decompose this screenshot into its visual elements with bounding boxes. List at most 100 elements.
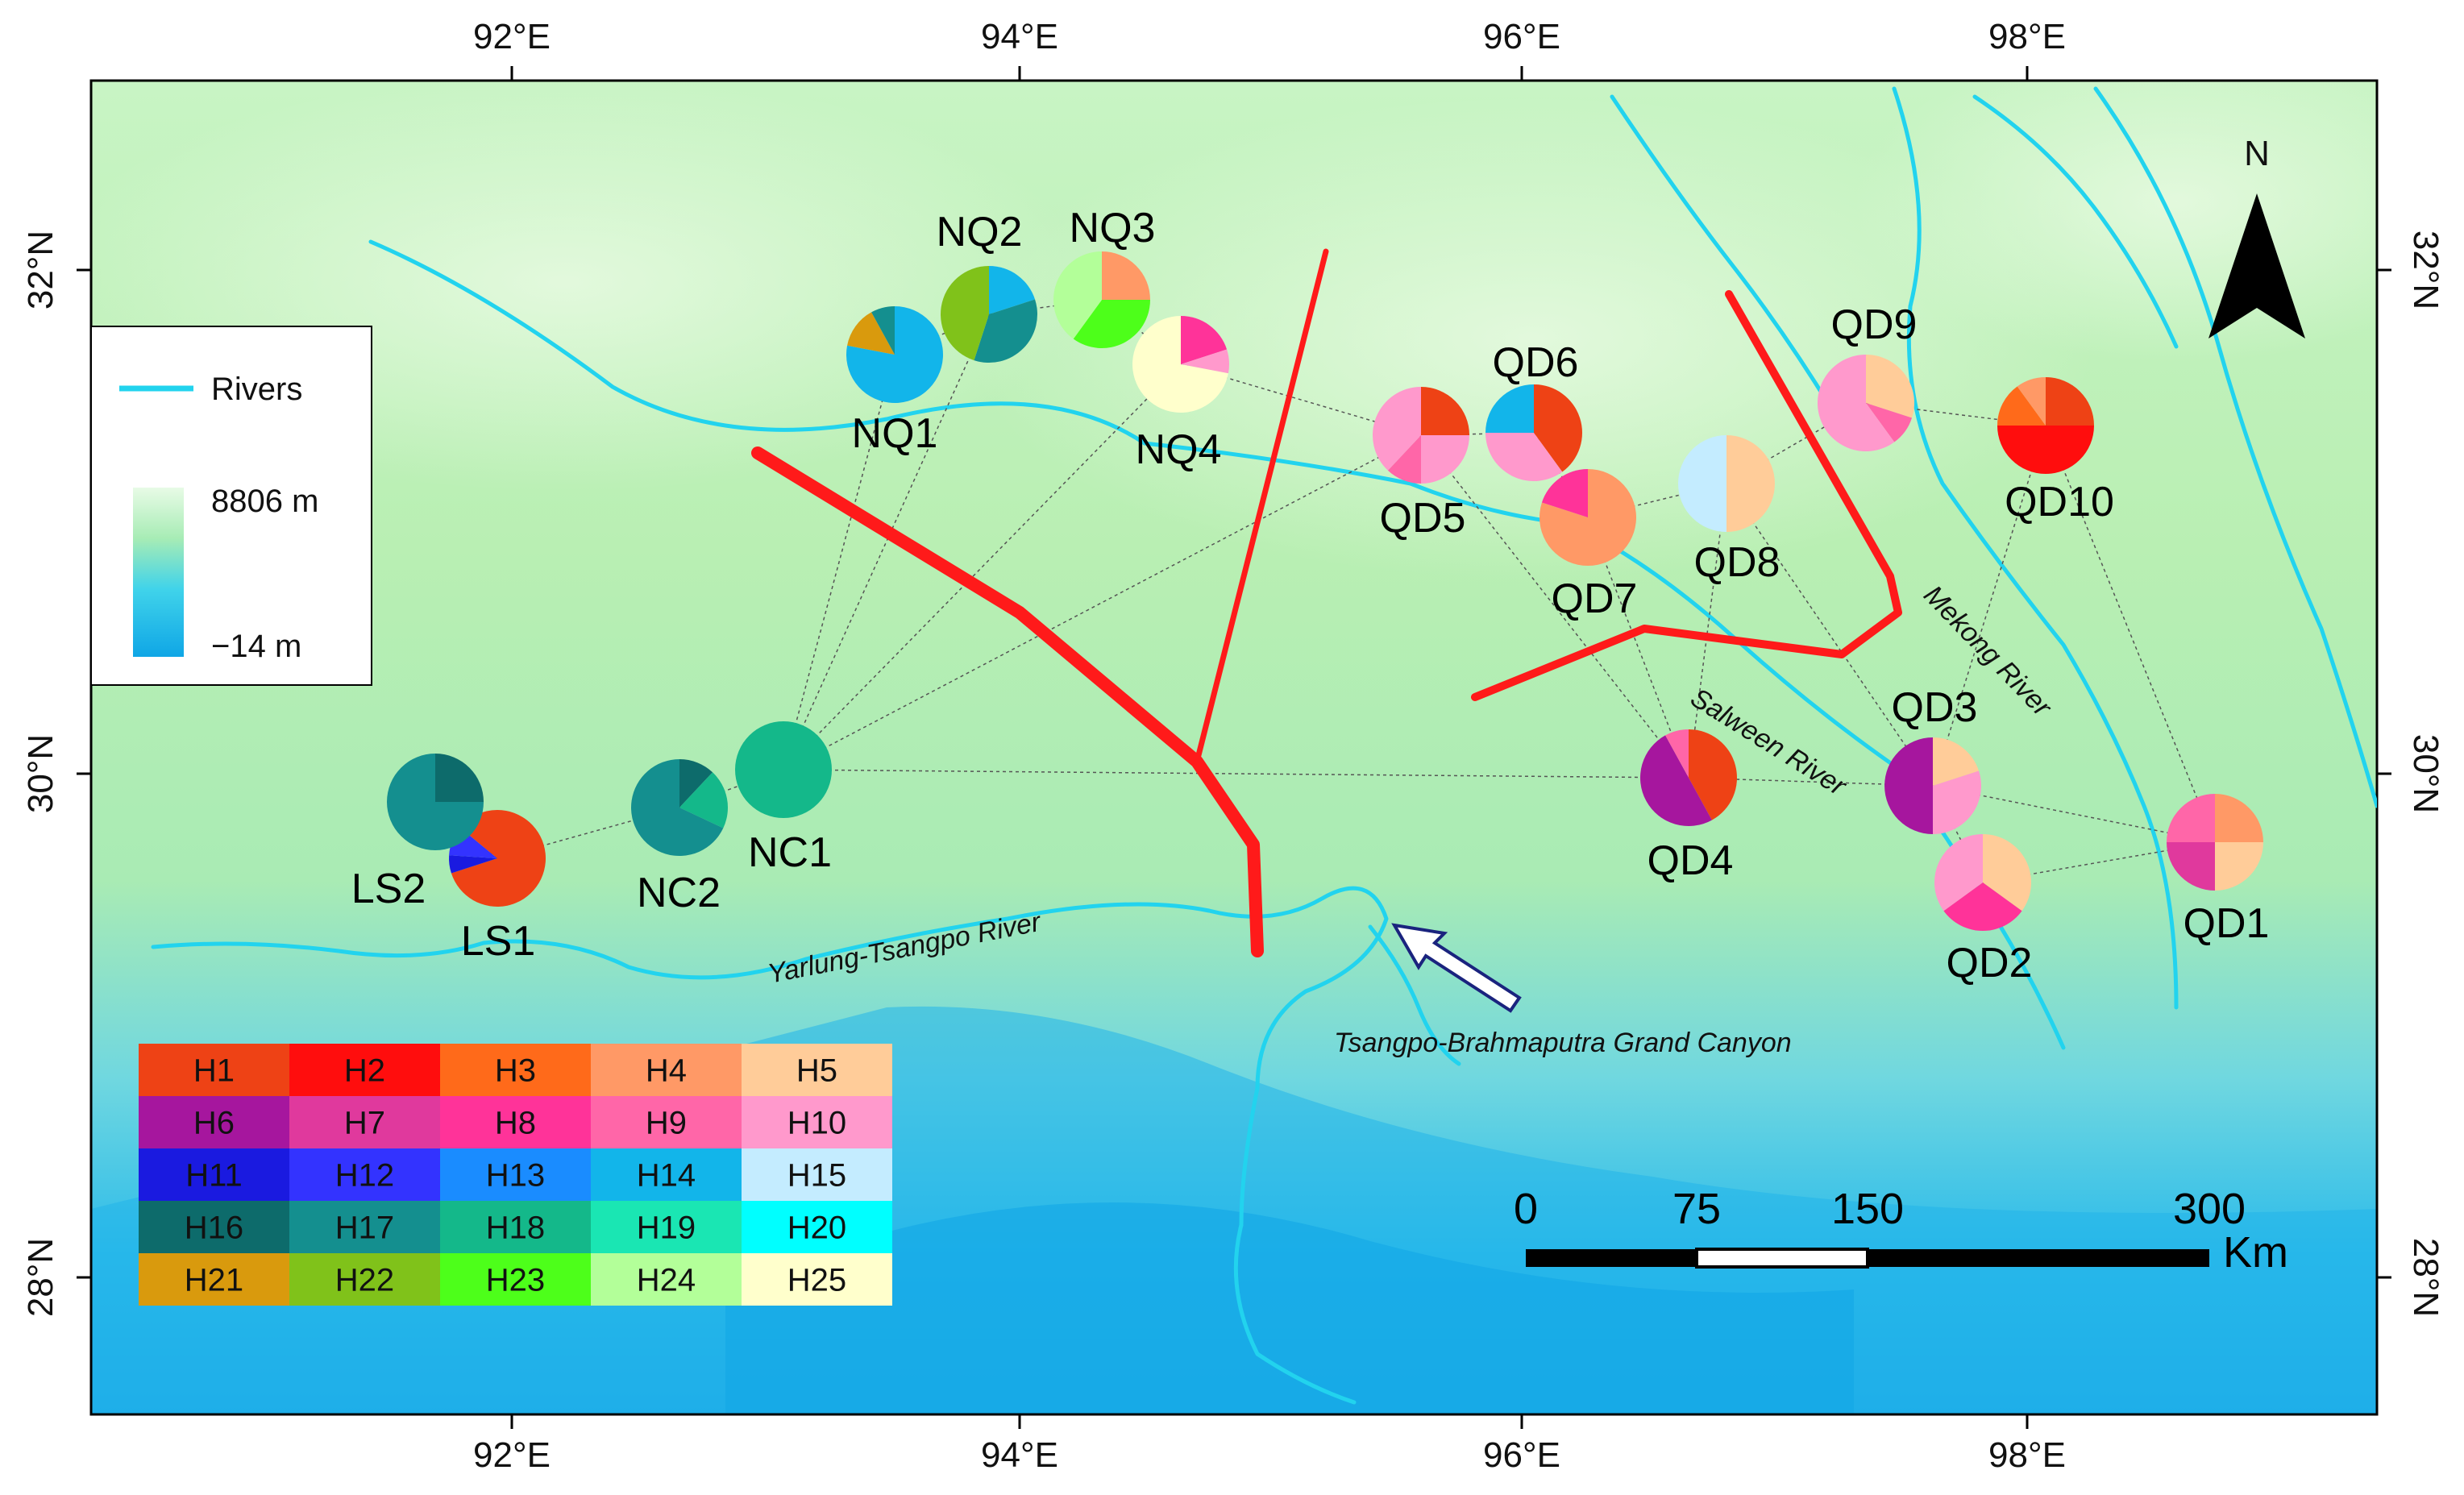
haplotype-swatch-h18 [440,1201,591,1253]
pie-qd2 [1934,834,2032,931]
pie-slice-qd5-h9-2 [1387,435,1421,484]
pie-nq3 [1053,251,1150,349]
site-label-qd9: QD9 [1831,301,1918,348]
pie-slice-qd1-h7-2 [2167,842,2215,891]
haplotype-swatch-h9 [591,1096,742,1148]
pie-nq1 [846,306,943,404]
elevation-legend: Rivers 8806 m −14 m [90,326,372,686]
haplotype-label-h9: H9 [646,1106,687,1141]
pie-slice-qd10-h2-1 [1997,426,2094,474]
pie-slice-qd1-h4-0 [2215,794,2263,842]
yarlung-tsangpo-river [151,886,1389,1227]
pie-qd9 [1818,355,1914,451]
haplotype-swatch-h23 [440,1253,591,1306]
pie-slice-qd2-h10-2 [1934,834,1983,912]
pie-slice-nc2-h17-2 [631,759,724,857]
pie-slice-qd6-h14-2 [1485,384,1534,433]
haplotype-label-h12: H12 [335,1158,394,1194]
pie-slice-nq4-h8-0 [1181,316,1228,364]
site-label-nq1: NQ1 [852,410,938,457]
pie-slice-qd5-h1-0 [1421,387,1469,435]
mekong-river [1892,86,2179,1010]
longitude-labels: 92°E 94°E 96°E 98°E 92°E 94°E 96°E 98°E [473,17,2066,1475]
pie-qd6 [1485,384,1583,481]
site-label-nq4: NQ4 [1136,426,1222,473]
north-river-1 [368,239,1147,446]
lon-label-top-98: 98°E [1988,17,2066,56]
pie-slice-nq3-h23-1 [1073,300,1150,349]
pie-slice-nc2-h16-0 [679,759,713,808]
network-edge-nc1-qd5 [783,434,1422,770]
haplotype-swatch-h3 [440,1044,591,1096]
haplotype-label-h14: H14 [637,1158,696,1194]
haplotype-label-h21: H21 [185,1263,243,1298]
lon-label-bottom-98: 98°E [1988,1435,2066,1475]
network-edge-qd5-qd4 [1420,434,1689,779]
site-label-qd5: QD5 [1380,495,1466,542]
haplotype-swatch-h19 [591,1201,742,1253]
haplotype-swatch-h12 [289,1148,440,1201]
lon-label-bottom-92: 92°E [473,1435,551,1475]
site-label-qd2: QD2 [1947,940,2033,986]
haplotype-swatch-h11 [139,1148,289,1201]
scale-bar: 0 75 150 300 Km [1514,1185,2288,1277]
site-label-qd3: QD3 [1892,684,1978,731]
pie-slice-qd3-h6-2 [1884,737,1933,834]
site-label-nc2: NC2 [637,870,721,916]
haplotype-label-h20: H20 [787,1211,846,1246]
haplotype-label-h15: H15 [787,1158,846,1194]
haplotype-label-h19: H19 [637,1211,696,1246]
lat-label-right-28: 28°N [2406,1238,2445,1317]
pie-slice-nq1-h14-0 [846,306,943,404]
haplotype-swatch-h1 [139,1044,289,1096]
pie-nq2 [941,266,1037,363]
pie-slice-nq3-h4-0 [1102,251,1150,300]
scale-tick-75: 75 [1672,1185,1721,1233]
barrier-lines [751,248,1902,957]
haplotype-label-h25: H25 [787,1263,846,1298]
axis-ticks [77,66,2391,1429]
haplotype-legend: H1 H2 H3 H4 H5 H6 H7 H8 H9 H10 H11 H12 H13 H14 H15 H16 H… [139,1044,892,1306]
barrier-line-b [1194,248,1329,765]
pie-slice-qd1-h5-1 [2215,842,2263,891]
site-label-nq2: NQ2 [937,209,1023,255]
canyon-label: Tsangpo-Brahmaputra Grand Canyon [1334,1028,1792,1058]
haplotype-label-h2: H2 [344,1053,385,1089]
elevation-min-label: −14 m [211,629,301,664]
lon-label-top-94: 94°E [981,17,1058,56]
site-label-ls2: LS2 [351,866,426,912]
site-label-qd10: QD10 [2005,479,2114,525]
lon-label-top-92: 92°E [473,17,551,56]
pie-slice-qd4-h1-0 [1689,729,1738,820]
pie-nc1 [735,721,832,818]
haplotype-swatch-h20 [742,1201,892,1253]
site-label-qd8: QD8 [1694,539,1780,586]
haplotype-label-h22: H22 [335,1263,394,1298]
pie-slice-qd10-h1-0 [2046,377,2094,426]
haplotype-label-h7: H7 [344,1106,385,1141]
lon-label-bottom-96: 96°E [1483,1435,1560,1475]
pie-slice-qd9-h9-1 [1866,403,1913,442]
haplotype-label-h16: H16 [185,1211,243,1246]
scale-segment-3 [1868,1249,2209,1267]
pie-slice-nq3-h24-2 [1053,251,1102,339]
pie-qd10 [1997,377,2094,474]
pie-slice-ls1-h1-0 [451,810,546,907]
haplotype-label-h1: H1 [193,1053,235,1089]
pie-qd3 [1884,737,1982,834]
pie-slice-qd2-h8-1 [1943,882,2022,931]
east-river-2 [1972,94,2179,349]
haplotype-label-h8: H8 [495,1106,536,1141]
scale-tick-0: 0 [1514,1185,1538,1233]
rivers-legend-label: Rivers [211,372,302,407]
south-tributary [1233,1223,1357,1405]
pie-slice-nq4-h25-2 [1132,316,1228,413]
lat-label-left-30: 30°N [21,734,60,813]
lon-label-top-96: 96°E [1483,17,1560,56]
pie-slice-nq2-h17-1 [974,299,1037,363]
pie-slice-qd8-h15-1 [1678,435,1726,532]
pie-slice-qd6-h10-1 [1485,433,1563,481]
scale-unit: Km [2223,1228,2288,1277]
pie-slice-nq1-h21-1 [847,312,895,355]
haplotype-swatch-h14 [591,1148,742,1201]
